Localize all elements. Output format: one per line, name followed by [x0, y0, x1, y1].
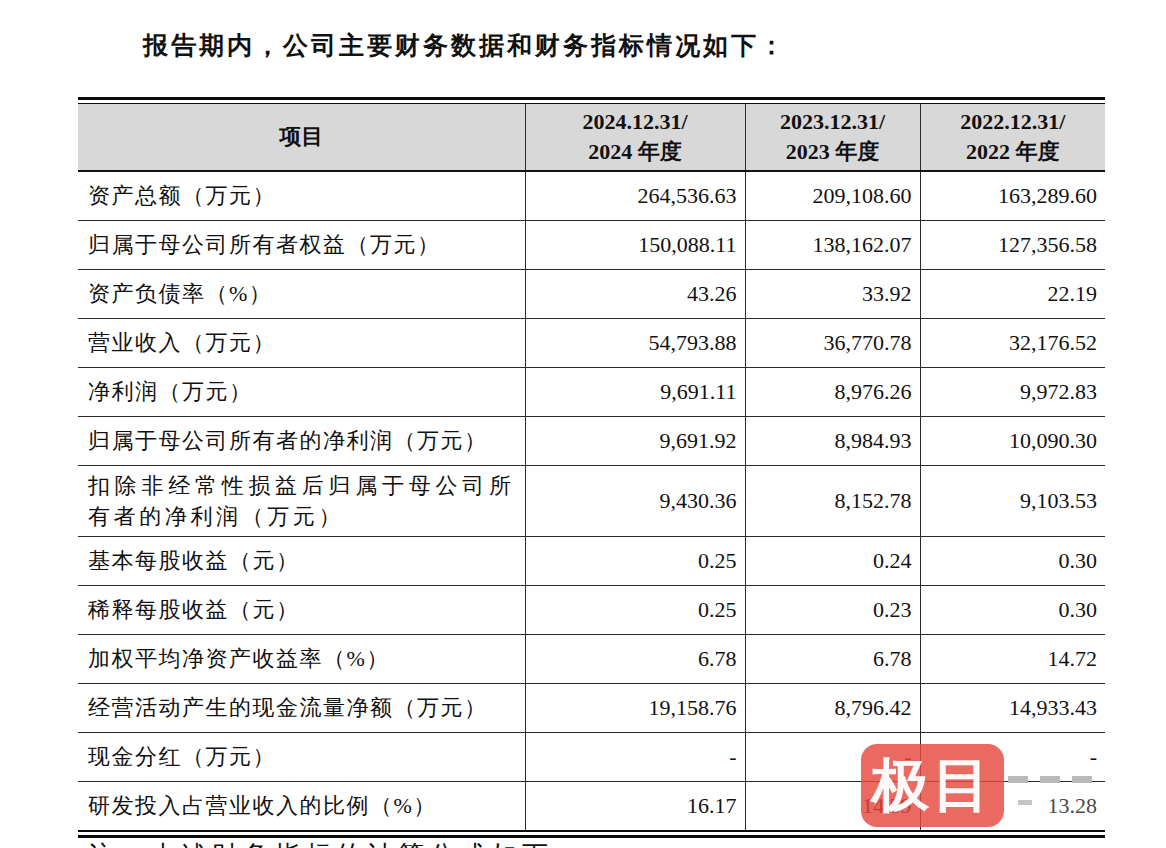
- value-2023: 33.92: [745, 269, 920, 318]
- row-label: 现金分红（万元）: [78, 732, 525, 781]
- col-header-2023: 2023.12.31/ 2023 年度: [745, 104, 920, 171]
- col-header-2023-year: 2023 年度: [786, 139, 880, 164]
- table-row: 营业收入（万元） 54,793.88 36,770.78 32,176.52: [78, 318, 1105, 367]
- col-header-2023-date: 2023.12.31/: [780, 109, 885, 134]
- value-2022: 22.19: [920, 269, 1105, 318]
- table-row: 净利润（万元） 9,691.11 8,976.26 9,972.83: [78, 367, 1105, 416]
- table-row: 资产总额（万元） 264,536.63 209,108.60 163,289.6…: [78, 171, 1105, 220]
- value-2024: 150,088.11: [525, 220, 745, 269]
- table-row: 资产负债率（%） 43.26 33.92 22.19: [78, 269, 1105, 318]
- value-2023: 209,108.60: [745, 171, 920, 220]
- faint-watermark-remnant: [1008, 776, 1104, 783]
- jimu-watermark-badge: 极目: [861, 744, 1004, 827]
- value-2024: 264,536.63: [525, 171, 745, 220]
- faint-watermark-remnant: [1018, 800, 1032, 805]
- value-2023: 6.78: [745, 634, 920, 683]
- value-2023: 8,976.26: [745, 367, 920, 416]
- financial-data-table: 项目 2024.12.31/ 2024 年度 2023.12.31/ 2023 …: [78, 104, 1105, 830]
- value-2024: 54,793.88: [525, 318, 745, 367]
- table-row: 扣除非经常性损益后归属于母公司所有者的净利润（万元） 9,430.36 8,15…: [78, 465, 1105, 536]
- row-label: 净利润（万元）: [78, 367, 525, 416]
- value-2024: 43.26: [525, 269, 745, 318]
- value-2022: 14.72: [920, 634, 1105, 683]
- page-title: 报告期内，公司主要财务数据和财务指标情况如下：: [143, 29, 787, 62]
- value-2024: 9,691.92: [525, 416, 745, 465]
- table-row: 稀释每股收益（元） 0.25 0.23 0.30: [78, 585, 1105, 634]
- value-2024: 19,158.76: [525, 683, 745, 732]
- value-2024: 0.25: [525, 585, 745, 634]
- value-2024: 6.78: [525, 634, 745, 683]
- row-label: 营业收入（万元）: [78, 318, 525, 367]
- value-2022: 127,356.58: [920, 220, 1105, 269]
- value-2024: 0.25: [525, 536, 745, 585]
- col-header-2024: 2024.12.31/ 2024 年度: [525, 104, 745, 171]
- col-header-item: 项目: [78, 104, 525, 171]
- table-top-double-rule: [78, 97, 1105, 104]
- table-bottom-double-rule: [78, 830, 1105, 838]
- note-partial-text: 注：上述财务指标的计算公式如下: [88, 838, 553, 848]
- row-label: 归属于母公司所有者的净利润（万元）: [78, 416, 525, 465]
- jimu-watermark-text: 极目: [872, 747, 994, 825]
- value-2024: 16.17: [525, 781, 745, 830]
- col-header-2022-date: 2022.12.31/: [960, 109, 1065, 134]
- col-header-2022-year: 2022 年度: [966, 139, 1060, 164]
- value-2022: 163,289.60: [920, 171, 1105, 220]
- value-2023: 8,152.78: [745, 465, 920, 536]
- value-2023: 0.23: [745, 585, 920, 634]
- table-row: 加权平均净资产收益率（%） 6.78 6.78 14.72: [78, 634, 1105, 683]
- value-2024: 9,430.36: [525, 465, 745, 536]
- table-row: 经营活动产生的现金流量净额（万元） 19,158.76 8,796.42 14,…: [78, 683, 1105, 732]
- header-row: 项目 2024.12.31/ 2024 年度 2023.12.31/ 2023 …: [78, 104, 1105, 171]
- value-2022: 9,103.53: [920, 465, 1105, 536]
- table-row: 归属于母公司所有者权益（万元） 150,088.11 138,162.07 12…: [78, 220, 1105, 269]
- row-label: 归属于母公司所有者权益（万元）: [78, 220, 525, 269]
- value-2023: 8,796.42: [745, 683, 920, 732]
- row-label: 稀释每股收益（元）: [78, 585, 525, 634]
- row-label: 资产总额（万元）: [78, 171, 525, 220]
- value-2022: 32,176.52: [920, 318, 1105, 367]
- value-2022: 0.30: [920, 585, 1105, 634]
- row-label: 资产负债率（%）: [78, 269, 525, 318]
- col-header-2022: 2022.12.31/ 2022 年度: [920, 104, 1105, 171]
- row-label: 加权平均净资产收益率（%）: [78, 634, 525, 683]
- row-label: 扣除非经常性损益后归属于母公司所有者的净利润（万元）: [78, 465, 525, 536]
- table-row: 基本每股收益（元） 0.25 0.24 0.30: [78, 536, 1105, 585]
- row-label: 研发投入占营业收入的比例（%）: [78, 781, 525, 830]
- value-2023: 138,162.07: [745, 220, 920, 269]
- col-header-2024-year: 2024 年度: [588, 139, 682, 164]
- financial-table: 项目 2024.12.31/ 2024 年度 2023.12.31/ 2023 …: [78, 97, 1105, 838]
- row-label: 经营活动产生的现金流量净额（万元）: [78, 683, 525, 732]
- row-label: 基本每股收益（元）: [78, 536, 525, 585]
- value-2023: 36,770.78: [745, 318, 920, 367]
- table-row: 归属于母公司所有者的净利润（万元） 9,691.92 8,984.93 10,0…: [78, 416, 1105, 465]
- value-2023: 0.24: [745, 536, 920, 585]
- col-header-2024-date: 2024.12.31/: [582, 109, 687, 134]
- value-2022: 14,933.43: [920, 683, 1105, 732]
- value-2024: 9,691.11: [525, 367, 745, 416]
- value-2023: 8,984.93: [745, 416, 920, 465]
- value-2022: 0.30: [920, 536, 1105, 585]
- value-2022: 10,090.30: [920, 416, 1105, 465]
- value-2024: -: [525, 732, 745, 781]
- value-2022: 9,972.83: [920, 367, 1105, 416]
